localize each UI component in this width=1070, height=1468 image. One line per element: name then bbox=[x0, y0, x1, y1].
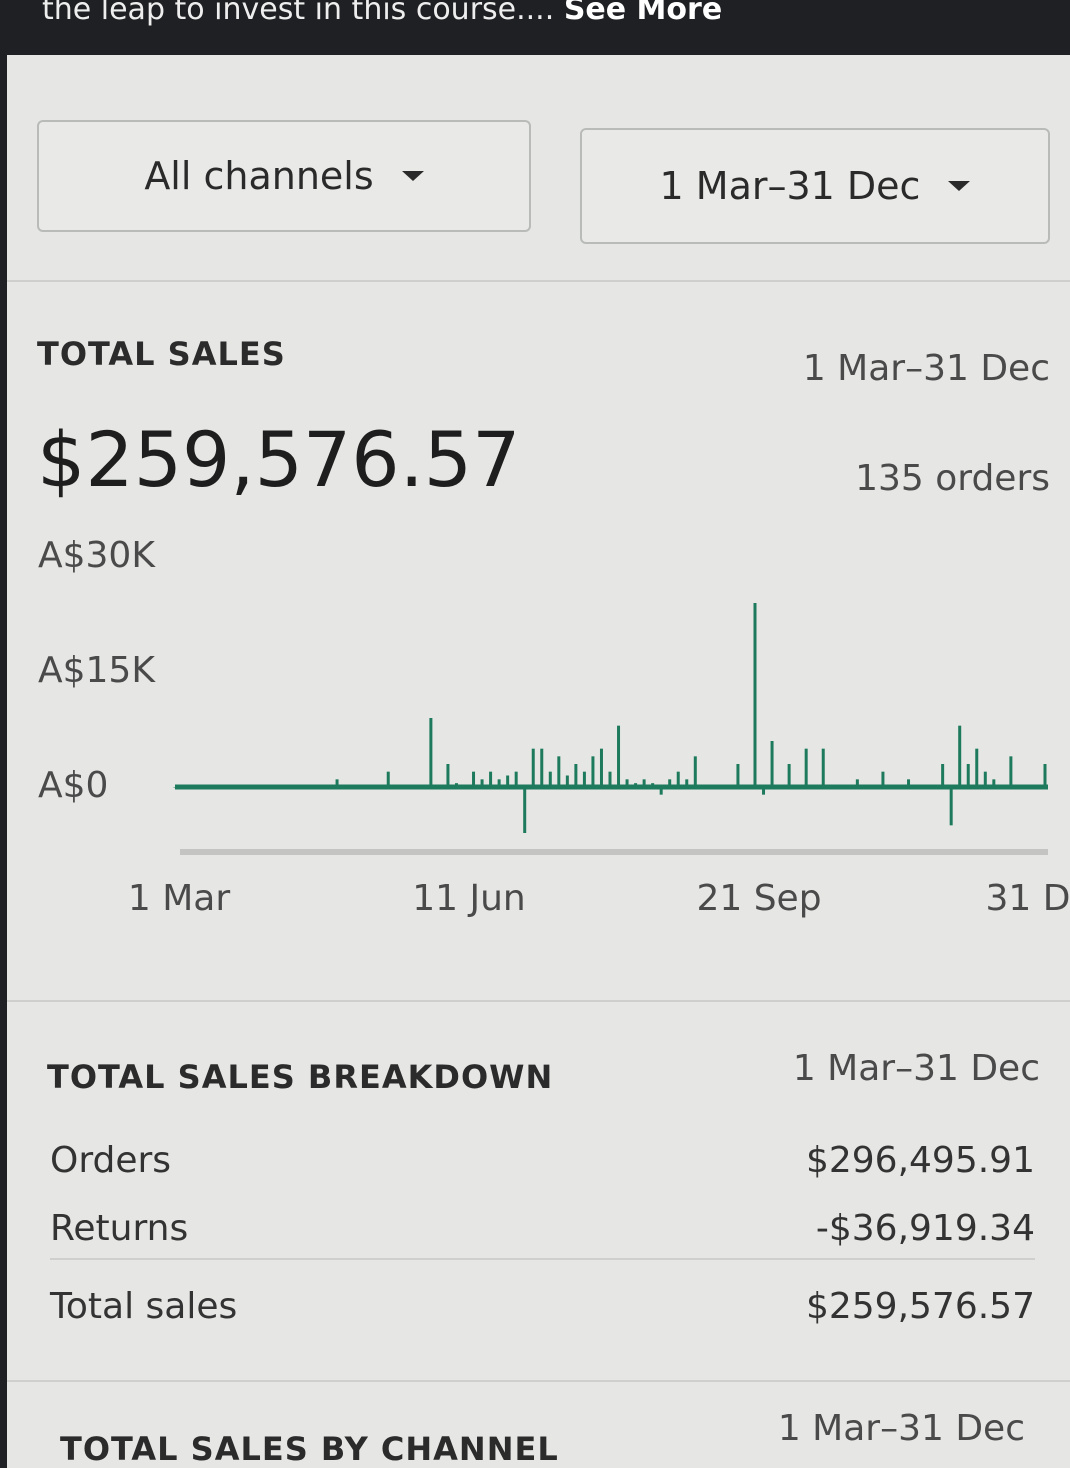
bar bbox=[531, 748, 535, 787]
y-tick-label: A$30K bbox=[38, 535, 156, 576]
bar bbox=[753, 603, 757, 787]
bar bbox=[787, 764, 791, 787]
channel-filter-label: All channels bbox=[144, 154, 374, 198]
row-label: Orders bbox=[50, 1140, 172, 1181]
row-value: -$36,919.34 bbox=[815, 1208, 1035, 1249]
bar bbox=[1043, 764, 1047, 787]
x-tick-label: 1 Mar bbox=[128, 878, 230, 919]
bar bbox=[676, 771, 680, 787]
bar bbox=[770, 741, 774, 787]
bar bbox=[429, 718, 433, 787]
bar bbox=[506, 775, 510, 787]
bar bbox=[574, 764, 578, 787]
bar bbox=[591, 756, 595, 787]
bar bbox=[540, 748, 544, 787]
bar bbox=[975, 748, 979, 787]
row-value: $259,576.57 bbox=[805, 1286, 1035, 1327]
bar bbox=[1009, 756, 1013, 787]
bar bbox=[804, 748, 808, 787]
bar bbox=[685, 779, 689, 787]
divider bbox=[7, 1000, 1070, 1002]
date-filter-label: 1 Mar–31 Dec bbox=[659, 164, 921, 208]
y-tick-label: A$0 bbox=[38, 765, 108, 806]
date-filter[interactable]: 1 Mar–31 Dec bbox=[580, 128, 1050, 244]
row-label: Total sales bbox=[50, 1286, 238, 1327]
bar bbox=[659, 787, 663, 795]
channel-filter[interactable]: All channels bbox=[37, 120, 531, 232]
bar bbox=[881, 771, 885, 787]
see-more-link[interactable]: See More bbox=[563, 0, 723, 27]
bar bbox=[523, 787, 527, 833]
bar bbox=[907, 779, 911, 787]
bar bbox=[992, 779, 996, 787]
section-title: TOTAL SALES bbox=[37, 335, 286, 373]
section-title: TOTAL SALES BREAKDOWN bbox=[47, 1058, 554, 1096]
bar bbox=[608, 771, 612, 787]
row-value: $296,495.91 bbox=[805, 1140, 1035, 1181]
x-tick-label: 21 Sep bbox=[696, 878, 821, 919]
divider bbox=[7, 1380, 1070, 1382]
bar bbox=[668, 779, 672, 787]
bar bbox=[762, 787, 766, 795]
dashboard bbox=[7, 55, 1070, 1468]
bar bbox=[599, 748, 603, 787]
bar bbox=[983, 771, 987, 787]
bar bbox=[582, 771, 586, 787]
bar bbox=[693, 756, 697, 787]
date-range: 1 Mar–31 Dec bbox=[792, 1048, 1040, 1089]
bar bbox=[548, 771, 552, 787]
bar bbox=[446, 764, 450, 787]
date-range: 1 Mar–31 Dec bbox=[777, 1408, 1025, 1449]
bar bbox=[497, 779, 501, 787]
row-label: Returns bbox=[50, 1208, 189, 1249]
bar bbox=[736, 764, 740, 787]
date-range: 1 Mar–31 Dec bbox=[802, 348, 1050, 389]
total-amount: $259,576.57 bbox=[37, 415, 521, 504]
bar bbox=[958, 725, 962, 787]
bar bbox=[625, 779, 629, 787]
bar bbox=[966, 764, 970, 787]
bar bbox=[941, 764, 945, 787]
x-tick-label: 31 Dec bbox=[986, 878, 1070, 919]
bar bbox=[514, 771, 518, 787]
bar bbox=[335, 779, 339, 787]
bar bbox=[489, 771, 493, 787]
bar bbox=[949, 787, 953, 826]
bar bbox=[557, 756, 561, 787]
divider bbox=[7, 280, 1070, 282]
divider bbox=[50, 1258, 1035, 1260]
bar bbox=[855, 779, 859, 787]
banner: the leap to invest in this course.... Se… bbox=[42, 0, 722, 27]
order-count: 135 orders bbox=[855, 458, 1050, 499]
y-tick-label: A$15K bbox=[38, 650, 156, 691]
section-title: TOTAL SALES BY CHANNEL bbox=[60, 1430, 559, 1468]
bar bbox=[480, 779, 484, 787]
bar bbox=[617, 725, 621, 787]
sales-chart: A$0 A$15K A$30K 1 Mar 11 Jun 21 Sep 31 Dec bbox=[38, 535, 1070, 919]
bar bbox=[565, 775, 569, 787]
bar bbox=[821, 748, 825, 787]
bar bbox=[472, 771, 476, 787]
x-tick-label: 11 Jun bbox=[412, 878, 526, 919]
banner-text: the leap to invest in this course.... bbox=[42, 0, 555, 27]
bar bbox=[386, 771, 390, 787]
bar bbox=[642, 779, 646, 787]
